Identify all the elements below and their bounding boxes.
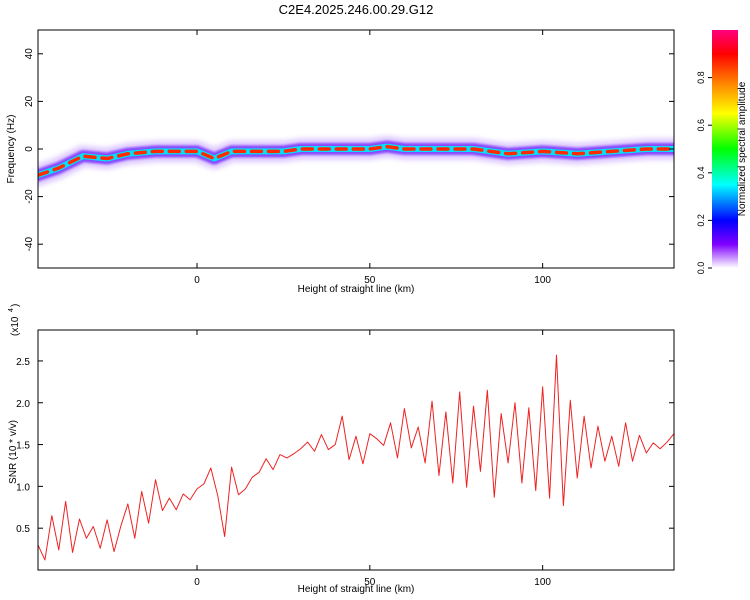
spectrogram-x-ticks: 0 50 100 [194,30,551,286]
colorbar-tick-label: 0.6 [696,119,706,132]
colorbar-label: Normalized spectral amplitude [737,81,748,216]
snr-multiplier-close: ) [10,304,21,307]
colorbar-tick-label: 0.0 [696,262,706,275]
spectrogram-x-tick-label: 100 [534,275,551,286]
spectrogram-x-axis-label: Height of straight line (km) [298,284,415,295]
snr-y-axis-label: SNR (10 * v/v) [8,420,19,484]
figure-title: C2E4.2025.246.00.29.G12 [279,2,434,17]
colorbar-tick-label: 0.8 [696,71,706,84]
spectrogram-y-tick-label: 40 [24,48,35,60]
spectrogram-y-tick-label: 20 [24,95,35,107]
spectrogram-core [38,144,674,177]
spectrogram-x-tick-label: 50 [364,275,376,286]
spectrogram-y-axis-label: Frequency (Hz) [6,115,17,184]
snr-x-tick-label: 50 [364,577,376,588]
colorbar: 0.0 0.2 0.4 0.6 0.8 Normalized spectral ampl… [696,30,748,274]
spectrogram-x-tick-label: 0 [194,275,200,286]
spectrogram-y-tick-label: -20 [24,189,35,204]
spectrogram-y-tick-label: -40 [24,237,35,252]
snr-y-tick-label: 2.5 [16,357,30,368]
snr-y-tick-label: 2.0 [16,399,30,410]
snr-series-line [38,354,674,561]
snr-multiplier: (x10 4 ) [8,304,21,336]
colorbar-gradient [712,30,738,268]
snr-y-ticks: 0.5 1.0 1.5 2.0 2.5 [16,357,674,535]
snr-x-axis-label: Height of straight line (km) [298,584,415,595]
snr-panel: 0 50 100 0.5 1.0 1.5 2.0 2.5 Height of straigh… [8,304,675,595]
snr-x-tick-label: 0 [194,577,200,588]
spectrogram-panel: 0 50 100 40 20 0 -20 -40 Height of straight li… [6,29,675,295]
snr-multiplier-exp: 4 [8,308,15,312]
snr-x-tick-label: 100 [534,577,551,588]
colorbar-tick-label: 0.4 [696,167,706,180]
snr-y-tick-label: 1.0 [16,482,30,493]
spectrogram-y-tick-label: 0 [24,146,35,152]
snr-x-ticks: 0 50 100 [194,330,551,588]
snr-multiplier-base: (x10 [10,316,21,336]
snr-y-tick-label: 1.5 [16,441,30,452]
snr-frame [37,329,675,571]
snr-y-tick-label: 0.5 [16,524,30,535]
spectrogram-y-ticks: 40 20 0 -20 -40 [24,48,674,252]
colorbar-ticks: 0.0 0.2 0.4 0.6 0.8 [696,71,712,274]
colorbar-tick-label: 0.2 [696,214,706,227]
